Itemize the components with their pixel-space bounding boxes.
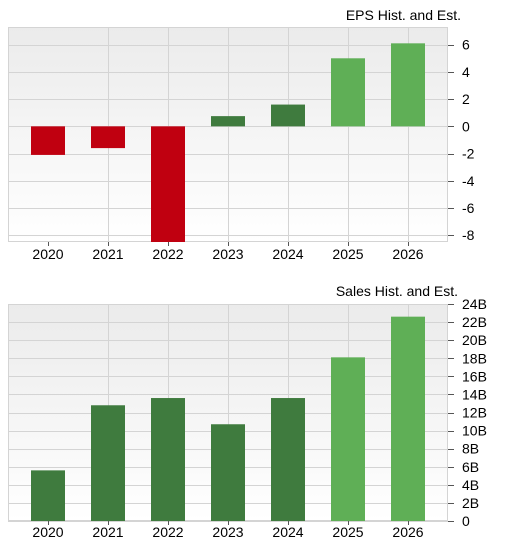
eps-x-ticks: 2020 2021 2022 2023 2024 2025 2026 [32,242,424,262]
sales-x-tick-label: 2026 [392,524,423,540]
eps-y-tick-label: 6 [462,37,470,53]
sales-y-tick-label: 6B [462,459,479,475]
eps-chart: EPS Hist. and Est. 6 4 2 0 -2 -4 -6 -8 2020 2021… [8,7,475,262]
eps-plot-frame [8,27,448,242]
eps-x-tick-label: 2025 [332,246,363,262]
sales-bar-2020 [31,470,65,521]
sales-y-tick-label: 8B [462,441,479,457]
sales-y-tick-label: 4B [462,477,479,493]
eps-x-tick-label: 2021 [92,246,123,262]
sales-y-tick-label: 2B [462,495,479,511]
sales-y-tick-label: 18B [462,350,487,366]
sales-bar-2021 [91,405,125,521]
eps-x-tick-label: 2020 [32,246,63,262]
sales-y-tick-label: 24B [462,296,487,312]
sales-x-tick-label: 2022 [152,524,183,540]
eps-y-tick-label: 0 [462,118,470,134]
eps-bar-2021 [91,126,125,149]
eps-y-tick-label: 4 [462,64,470,80]
eps-y-tick-label: -4 [462,173,475,189]
sales-y-tick-label: 16B [462,368,487,384]
eps-x-tick-label: 2024 [272,246,303,262]
eps-bar-2024 [271,104,305,127]
sales-chart: Sales Hist. and Est. 24B 22B 20B 18B 16B 14B 1… [8,283,487,540]
eps-x-tick-label: 2023 [212,246,243,262]
sales-x-tick-label: 2025 [332,524,363,540]
sales-bars [31,316,425,521]
eps-bar-2025 [331,58,365,127]
eps-bars [31,43,425,242]
sales-y-tick-label: 10B [462,423,487,439]
sales-bar-2023 [211,424,245,521]
eps-y-ticks: 6 4 2 0 -2 -4 -6 -8 [448,37,475,243]
sales-y-tick-label: 0 [462,513,470,529]
sales-x-tick-label: 2020 [32,524,63,540]
sales-x-tick-label: 2021 [92,524,123,540]
eps-bar-2022 [151,126,185,242]
sales-x-tick-label: 2023 [212,524,243,540]
sales-bar-2022 [151,398,185,521]
eps-y-tick-label: 2 [462,91,470,107]
sales-bar-2026 [391,316,425,521]
sales-x-tick-label: 2024 [272,524,303,540]
sales-y-tick-label: 12B [462,405,487,421]
eps-bar-2023 [211,116,245,127]
sales-chart-title: Sales Hist. and Est. [336,283,458,299]
eps-x-tick-label: 2022 [152,246,183,262]
eps-y-tick-label: -8 [462,227,475,243]
sales-y-ticks: 24B 22B 20B 18B 16B 14B 12B 10B 8B 6B 4B 2B 0 [448,296,487,529]
sales-bar-2025 [331,357,365,521]
eps-y-tick-label: -6 [462,200,475,216]
sales-y-tick-label: 22B [462,314,487,330]
sales-y-tick-label: 20B [462,332,487,348]
sales-y-tick-label: 14B [462,386,487,402]
sales-bar-2024 [271,398,305,521]
eps-bar-2026 [391,43,425,127]
sales-x-ticks: 2020 2021 2022 2023 2024 2025 2026 [32,521,424,540]
eps-bar-2020 [31,126,65,155]
eps-chart-title: EPS Hist. and Est. [346,7,461,23]
eps-x-tick-label: 2026 [392,246,423,262]
eps-plot-area [8,27,448,242]
eps-y-tick-label: -2 [462,146,475,162]
